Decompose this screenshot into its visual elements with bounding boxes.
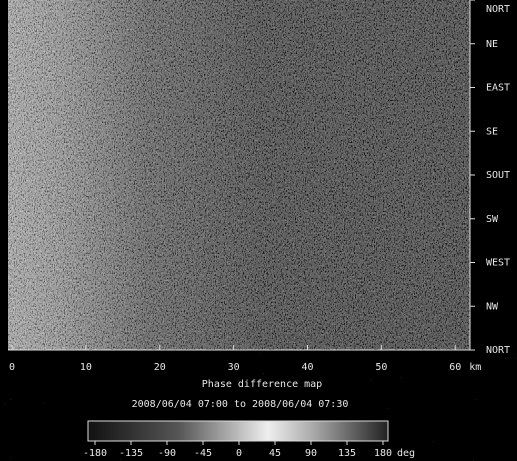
x-tick-label: 50 [375,362,387,373]
x-tick-label: 20 [154,362,166,373]
colorbar-tick-label: 45 [269,448,281,459]
colorbar [88,421,388,441]
colorbar-tick-label: 135 [338,448,356,459]
x-tick-label: 10 [80,362,92,373]
y-label: SW [486,214,499,225]
y-label: NW [486,301,499,312]
chart: Phase difference map 2008/06/04 07:00 to… [0,0,517,461]
colorbar-tick-label: 180 [374,448,392,459]
y-label: SOUT [486,170,510,181]
y-label: NE [486,39,498,50]
chart-subtitle: 2008/06/04 07:00 to 2008/06/04 07:30 [132,399,349,410]
y-label: NORT [486,4,510,15]
y-label: SE [486,126,498,137]
page: {"chart_data": { "type": "image", "title… [0,0,517,461]
y-label: EAST [486,83,510,94]
colorbar-tick-label: -135 [119,448,143,459]
colorbar-tick-label: 90 [305,448,317,459]
colorbar-tick-label: -180 [83,448,107,459]
x-tick-label: 30 [228,362,240,373]
colorbar-tick-label: -90 [158,448,176,459]
x-unit: km [469,362,481,373]
colorbar-tick-label: 0 [236,448,242,459]
y-label: NORT [486,345,510,356]
x-tick-label: 60 [449,362,461,373]
colorbar-tick-label: -45 [194,448,212,459]
x-tick-label: 0 [9,362,15,373]
y-label: WEST [486,258,510,269]
x-tick-label: 40 [301,362,313,373]
colorbar-unit: deg [397,448,415,459]
chart-title: Phase difference map [202,379,322,390]
map-noise [8,0,470,350]
